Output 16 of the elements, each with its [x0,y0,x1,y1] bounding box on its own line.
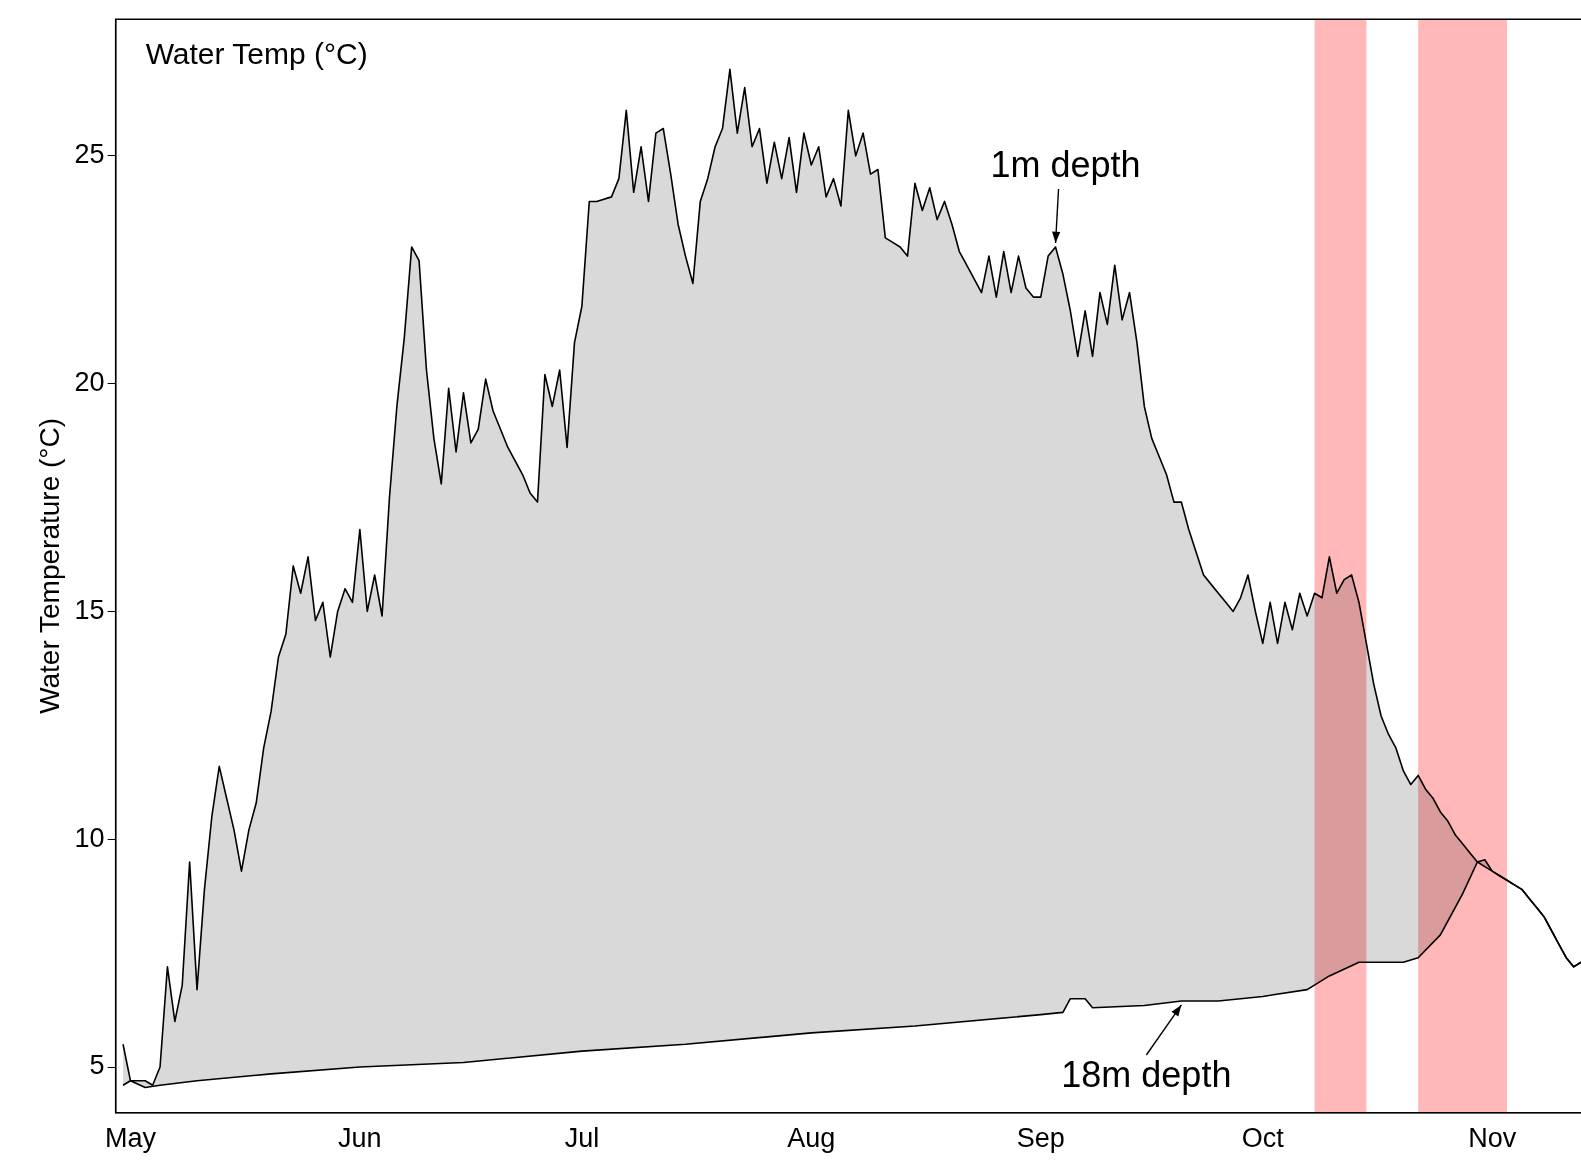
x-tick-label: May [104,1123,157,1154]
y-axis-title: Water Temperature (°C) [33,417,65,714]
x-tick-label: Jun [338,1123,382,1154]
x-tick-label: Jul [564,1123,600,1154]
text: Water Temp (°C) [145,37,368,71]
annotation: 18m depth [1061,1053,1232,1095]
y-tick-label: 10 [74,822,105,853]
y-tick-label: 25 [74,139,105,170]
annotation: 1m depth [990,143,1141,185]
x-tick-label: Oct [1241,1123,1285,1154]
x-tick-label: Sep [1016,1123,1065,1154]
x-tick-label: Nov [1468,1123,1517,1154]
y-tick-label: 20 [74,367,105,398]
y-tick-label: 5 [89,1050,105,1081]
y-tick-label: 15 [74,594,105,625]
x-tick-label: Aug [787,1123,836,1154]
